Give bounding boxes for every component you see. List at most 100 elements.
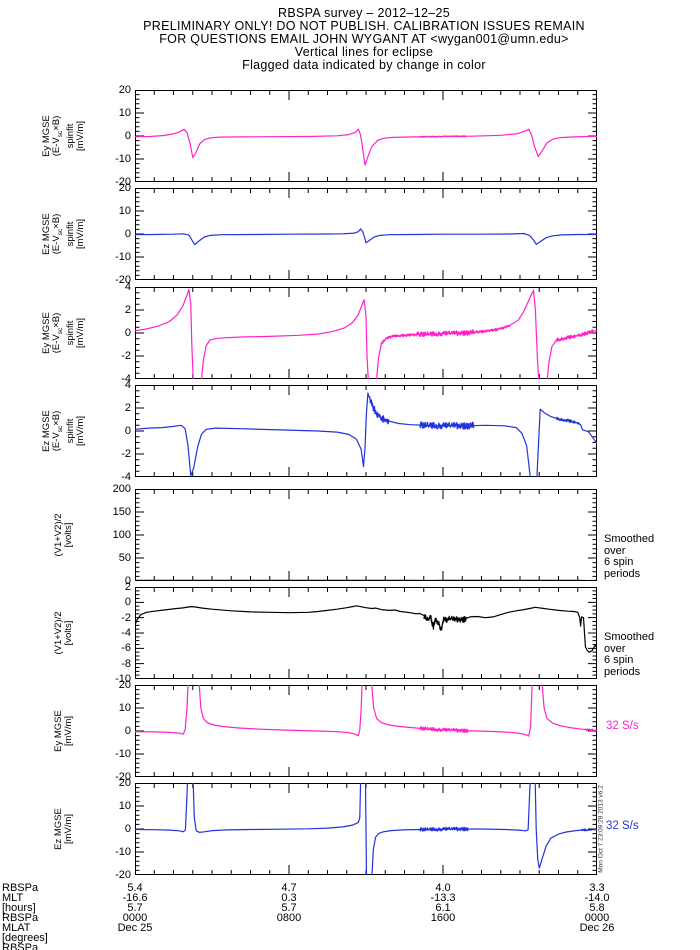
warning-line-1: PRELIMINARY ONLY! DO NOT PUBLISH. CALIBR…	[143, 19, 585, 33]
bottom-axis-label: RBSPa	[2, 882, 39, 894]
y-tick-label: -10	[115, 153, 131, 165]
y-tick-label: -20	[115, 274, 131, 286]
y-tick-label: 100	[112, 529, 131, 541]
y-axis-label: Ez MGSE (E-Vsc×B) spinfit [mV/m]	[41, 410, 86, 452]
panel-canvas	[135, 685, 597, 777]
y-tick-label: 20	[118, 777, 131, 789]
panel-frame	[135, 685, 597, 777]
data-line	[135, 605, 597, 653]
panel-canvas	[135, 90, 597, 182]
panel-v1v2-volts-10	[135, 587, 597, 679]
y-tick-label: 20	[118, 84, 131, 96]
y-tick-label: 10	[118, 107, 131, 119]
bottom-axis-value: 0.3	[281, 892, 297, 904]
y-tick-label: 0	[124, 823, 131, 835]
y-tick-label: 10	[118, 800, 131, 812]
panel-ey-mgse-32ss	[135, 685, 597, 777]
panel-frame	[135, 90, 597, 182]
axis-ticks	[135, 287, 597, 379]
y-tick-label: 20	[118, 182, 131, 194]
panel-frame	[135, 188, 597, 280]
bottom-axis-value: 5.7	[127, 902, 143, 914]
y-tick-label: -10	[115, 846, 131, 858]
y-tick-label: -10	[115, 748, 131, 760]
y-tick-label: -10	[115, 251, 131, 263]
note-smoothed-1: Smoothed over 6 spin periods	[604, 533, 655, 580]
y-axis-label: (V1+V2)/2 [volts]	[53, 611, 74, 655]
plot-title: RBSPA survey – 2012–12–25	[278, 6, 450, 20]
y-axis-label: Ez MGSE [mV/m]	[53, 808, 74, 850]
bottom-axis-label: [hours]	[2, 902, 36, 914]
axis-ticks	[135, 90, 597, 182]
bottom-axis-label: RBSPa	[2, 912, 39, 924]
data-line	[135, 228, 597, 246]
y-tick-label: 2	[124, 581, 131, 593]
bottom-axis-value: -13.3	[430, 892, 456, 904]
y-tick-label: 2	[124, 304, 131, 316]
bottom-axis-value: -16.6	[122, 892, 148, 904]
bottom-axis-value: 5.7	[281, 902, 297, 914]
y-tick-label: 0	[124, 228, 131, 240]
panel-ez-mgse-32ss	[135, 783, 597, 875]
bottom-axis-label: RBSPa	[2, 942, 39, 950]
panel-ey-mgse-spinfit-4	[135, 287, 597, 379]
y-tick-label: -20	[115, 771, 131, 783]
panel-frame	[135, 489, 597, 581]
panel-canvas	[135, 587, 597, 679]
bottom-axis-value: Dec 25	[117, 922, 153, 934]
y-axis-label: Ey MGSE [mV/m]	[53, 710, 74, 752]
bottom-axis-value: 3.3	[589, 882, 605, 894]
panel-canvas	[135, 783, 597, 875]
y-tick-label: 10	[118, 702, 131, 714]
y-tick-label: -6	[121, 642, 131, 655]
bottom-axis-value: Dec 26	[579, 922, 615, 934]
note-rate-ez: 32 S/s	[606, 820, 639, 832]
note-rate-ey: 32 S/s	[606, 720, 639, 732]
subtitle-flagged: Flagged data indicated by change in colo…	[242, 58, 486, 72]
data-line	[135, 288, 597, 379]
y-axis-label: (V1+V2)/2 [volts]	[53, 513, 74, 557]
bottom-axis-label: MLT	[2, 892, 24, 904]
y-tick-label: -4	[121, 373, 131, 385]
panel-ez-mgse-spinfit-20	[135, 188, 597, 280]
axis-ticks	[135, 188, 597, 280]
panel-frame	[135, 587, 597, 679]
bottom-axis-value: -14.0	[584, 892, 610, 904]
axis-ticks	[135, 783, 597, 875]
axis-ticks	[135, 587, 597, 679]
axis-ticks	[135, 385, 597, 477]
y-tick-label: -20	[115, 176, 131, 188]
timestamp-vertical: Mon Oct 7 23:09:28 2013 v6.2	[597, 785, 605, 873]
y-tick-label: -2	[121, 350, 131, 362]
axis-ticks	[135, 489, 597, 581]
y-tick-label: 4	[124, 379, 131, 391]
axis-ticks	[135, 685, 597, 777]
bottom-axis-value: 4.7	[281, 882, 297, 894]
panel-canvas	[135, 385, 597, 477]
y-tick-label: -10	[115, 673, 131, 685]
y-tick-label: 0	[124, 130, 131, 142]
y-axis-label: Ez MGSE (E-Vsc×B) spinfit [mV/m]	[41, 213, 86, 255]
data-line	[135, 783, 597, 875]
y-tick-label: 4	[124, 281, 131, 293]
y-tick-label: -2	[121, 448, 131, 460]
bottom-axis-label: [degrees]	[2, 932, 48, 944]
y-tick-label: 10	[118, 205, 131, 217]
bottom-axis-value: 4.0	[435, 882, 451, 894]
y-axis-label: Ey MGSE (E-Vsc×B) spinfit [mV/m]	[41, 312, 86, 354]
note-smoothed-2: Smoothed over 6 spin periods	[604, 631, 655, 678]
panel-v1v2-volts-200	[135, 489, 597, 581]
bottom-axis-value: 0000	[122, 912, 148, 924]
data-line	[135, 128, 597, 166]
y-tick-label: 2	[124, 402, 131, 414]
panel-frame	[135, 287, 597, 379]
y-tick-label: -4	[121, 471, 131, 483]
y-tick-label: 20	[118, 679, 131, 691]
data-line	[135, 392, 597, 477]
bottom-axis-value: 0800	[276, 912, 302, 924]
y-tick-label: -4	[121, 627, 131, 639]
y-tick-label: 0	[124, 575, 131, 587]
bottom-axis-value: 6.1	[435, 902, 451, 914]
